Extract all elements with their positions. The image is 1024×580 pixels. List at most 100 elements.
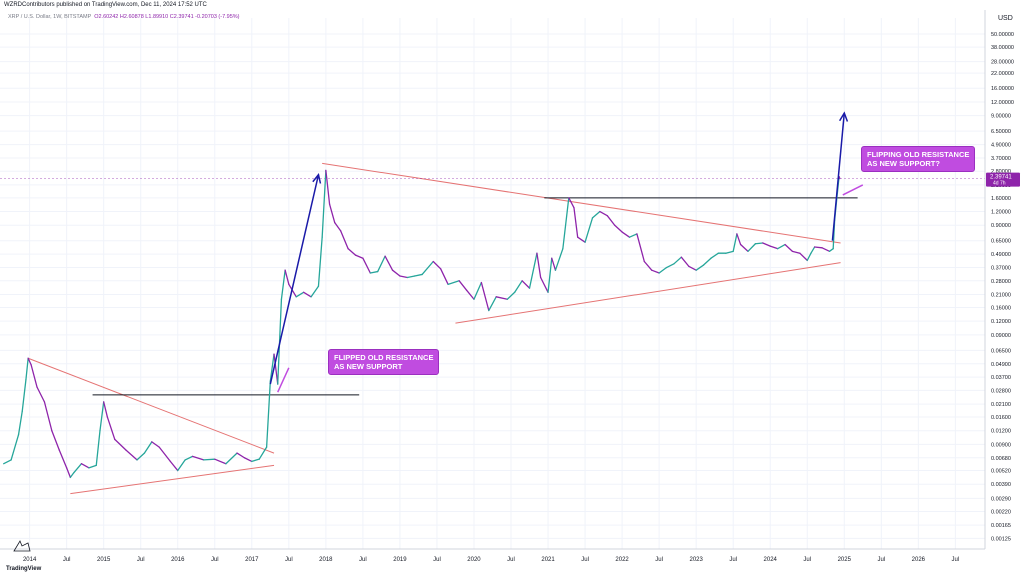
x-axis[interactable]: 2014 Jul 2015 Jul 2016 Jul 2017 Jul 2018 Jul 2019 J… [23, 557, 959, 563]
trendline [27, 357, 275, 454]
callout-2-line-2: AS NEW SUPPORT? [867, 159, 940, 168]
price-segment [177, 459, 186, 472]
price-segment [354, 254, 364, 259]
chart-grid [0, 18, 985, 549]
price-segment [806, 252, 812, 262]
y-tick-label: 0.03700 [991, 375, 1011, 381]
price-segment [58, 449, 68, 469]
y-axis[interactable]: 0.00125 0.00165 0.00220 0.00290 0.00390 0.005… [991, 32, 1014, 542]
x-tick-label: Jul [433, 557, 441, 563]
price-segment [43, 401, 53, 432]
last-price-value: 2.39741 [990, 175, 1012, 181]
x-tick-label: 2025 [838, 557, 852, 563]
price-segment [273, 353, 279, 385]
price-segment [334, 222, 342, 232]
price-segment [458, 280, 468, 291]
price-segment [184, 455, 194, 461]
arrow-shaft [831, 112, 846, 241]
price-segment [384, 255, 394, 271]
price-segment [732, 233, 738, 252]
price-segment [66, 467, 72, 479]
trendline [70, 464, 275, 495]
price-segment [377, 255, 386, 273]
price-segment [280, 269, 286, 300]
y-tick-label: 0.00390 [991, 482, 1011, 488]
price-segment [614, 224, 623, 233]
price-segment [440, 268, 449, 285]
price-segment [432, 260, 442, 270]
price-segment [10, 434, 20, 461]
price-segment [769, 245, 779, 250]
y-tick-label: 0.21000 [991, 292, 1011, 298]
y-tick-label: 22.00000 [991, 71, 1014, 77]
x-tick-label: 2015 [97, 557, 111, 563]
price-segment [340, 230, 349, 250]
price-segment [136, 452, 146, 461]
price-segment [191, 455, 205, 461]
x-tick-label: Jul [952, 557, 960, 563]
symbol-info: XRP / U.S. Dollar, 1W, BITSTAMP O2.60242… [8, 14, 240, 20]
price-segment [80, 463, 90, 469]
price-segment [554, 248, 564, 271]
x-tick-label: Jul [359, 557, 367, 563]
x-tick-label: Jul [729, 557, 737, 563]
price-segment [151, 441, 160, 448]
tradingview-mark [13, 540, 31, 552]
price-segment [362, 257, 371, 274]
x-tick-label: Jul [877, 557, 885, 563]
y-tick-label: 0.02800 [991, 388, 1011, 394]
price-segment [776, 243, 786, 250]
x-tick-label: 2019 [393, 557, 407, 563]
price-segment [414, 273, 423, 277]
price-segment [214, 458, 227, 465]
price-segment [236, 452, 246, 459]
price-segment [295, 291, 305, 298]
price-segment [810, 246, 816, 254]
ohlc-close: C2.39741 [169, 14, 194, 20]
y-tick-label: 0.04900 [991, 362, 1011, 368]
price-segment [599, 210, 608, 217]
x-tick-label: Jul [507, 557, 515, 563]
y-tick-label: 3.70000 [991, 156, 1011, 162]
price-segment [125, 449, 138, 461]
price-segment [547, 257, 553, 293]
y-tick-label: 12.00000 [991, 100, 1014, 106]
y-tick-label: 0.00220 [991, 509, 1011, 515]
price-segment [391, 269, 401, 277]
y-tick-label: 50.00000 [991, 32, 1014, 38]
price-segment [302, 291, 312, 298]
publisher-line: WZRDContributors published on TradingVie… [4, 2, 207, 8]
price-segment [480, 281, 490, 312]
y-tick-label: 0.01200 [991, 429, 1011, 435]
price-segment [591, 210, 601, 219]
price-series [3, 169, 841, 479]
price-segment [103, 401, 109, 418]
callout-1-line-1: FLIPPED OLD RESISTANCE [334, 353, 434, 362]
price-segment [36, 386, 46, 403]
price-segment [651, 269, 660, 274]
price-segment [838, 175, 841, 180]
x-tick-label: 2018 [319, 557, 333, 563]
price-segment [347, 248, 357, 256]
price-segment [754, 242, 764, 245]
price-segment [369, 270, 379, 274]
price-segment [25, 357, 29, 381]
y-tick-label: 2.80000 [991, 169, 1011, 175]
price-segment [269, 353, 275, 382]
last-price-countdown: 4d 7h [993, 181, 1006, 187]
ohlc-change: -0.20703 (-7.95%) [195, 14, 240, 20]
price-segment [680, 256, 690, 267]
price-segment [95, 430, 101, 466]
price-segment [821, 247, 831, 252]
y-tick-label: 38.00000 [991, 45, 1014, 51]
price-segment [606, 215, 616, 226]
price-segment [158, 446, 171, 463]
horizontal-levels [0, 178, 985, 396]
price-segment [791, 250, 801, 254]
price-segment [143, 441, 153, 454]
trendline [322, 162, 841, 244]
x-tick-label: 2022 [615, 557, 629, 563]
price-segment [421, 260, 434, 276]
price-segment [328, 203, 336, 224]
